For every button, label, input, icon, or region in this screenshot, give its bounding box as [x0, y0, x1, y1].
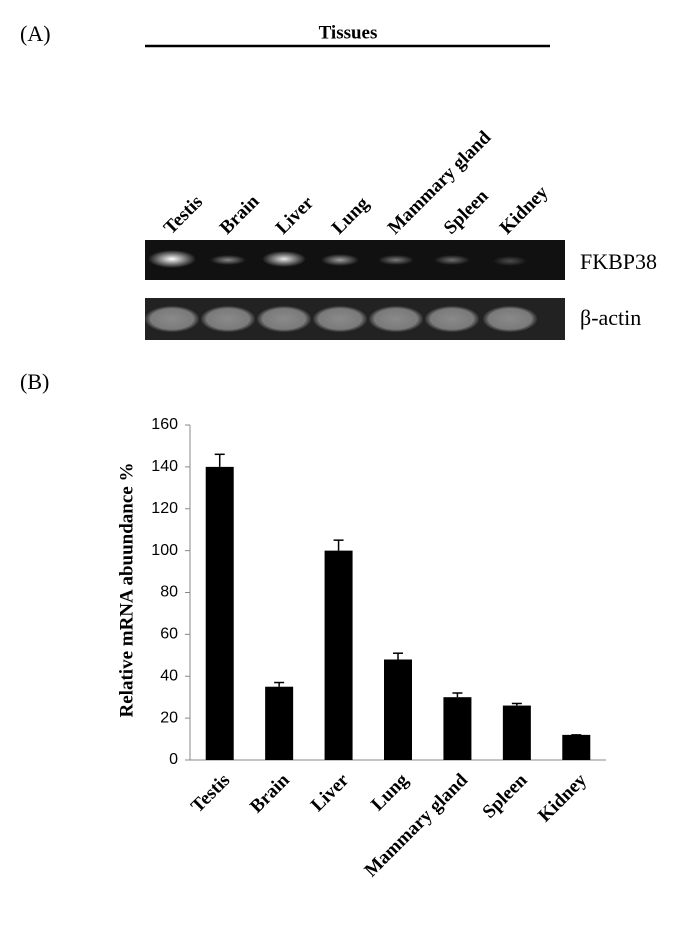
panel-label: (B) — [20, 369, 49, 394]
lane-label: Brain — [216, 191, 264, 239]
y-tick-label: 20 — [160, 709, 178, 726]
lane-label: Testis — [160, 191, 207, 238]
lane-label: Kidney — [496, 182, 553, 239]
band — [378, 255, 414, 265]
band — [210, 255, 246, 265]
y-tick-label: 160 — [151, 416, 178, 433]
x-tick-label: Spleen — [479, 769, 532, 822]
x-tick-label: Lung — [367, 769, 413, 815]
band — [201, 306, 255, 332]
x-tick-label: Mammary gland — [361, 769, 473, 881]
lane-label: Mammary gland — [384, 127, 496, 239]
y-tick-label: 140 — [151, 458, 178, 475]
bar — [443, 697, 472, 760]
bar — [562, 734, 591, 760]
bar — [324, 550, 353, 760]
x-tick-label: Brain — [246, 769, 294, 817]
y-axis-label: Relative mRNA abuundance % — [116, 463, 137, 718]
band — [262, 251, 306, 267]
y-tick-label: 100 — [151, 542, 178, 559]
x-tick-label: Testis — [187, 770, 234, 817]
bar — [502, 705, 531, 760]
band — [434, 255, 470, 265]
bar — [384, 659, 412, 760]
y-tick-label: 40 — [160, 667, 178, 684]
band-label: β-actin — [580, 305, 641, 330]
gel-title: Tissues — [319, 22, 378, 43]
band — [313, 306, 367, 332]
band — [493, 256, 527, 266]
band — [257, 306, 311, 332]
y-tick-label: 80 — [160, 584, 178, 601]
y-tick-label: 120 — [151, 500, 178, 517]
band — [425, 306, 479, 332]
lane-label: Liver — [272, 192, 319, 239]
actin-bands — [145, 306, 537, 332]
band — [148, 250, 196, 268]
x-tick-label: Liver — [307, 769, 354, 816]
band — [321, 254, 359, 266]
y-tick-label: 60 — [160, 626, 178, 643]
bar — [265, 686, 294, 760]
fkbp38-bands — [148, 250, 527, 268]
bar — [205, 466, 234, 760]
y-tick-label: 0 — [169, 751, 178, 768]
band — [483, 306, 537, 332]
lane-label: Spleen — [440, 185, 493, 238]
band-label: FKBP38 — [580, 249, 657, 274]
x-tick-label: Kidney — [534, 769, 591, 826]
band — [145, 306, 199, 332]
band — [369, 306, 423, 332]
panel-label: (A) — [20, 21, 51, 46]
lane-label: Lung — [328, 193, 374, 239]
